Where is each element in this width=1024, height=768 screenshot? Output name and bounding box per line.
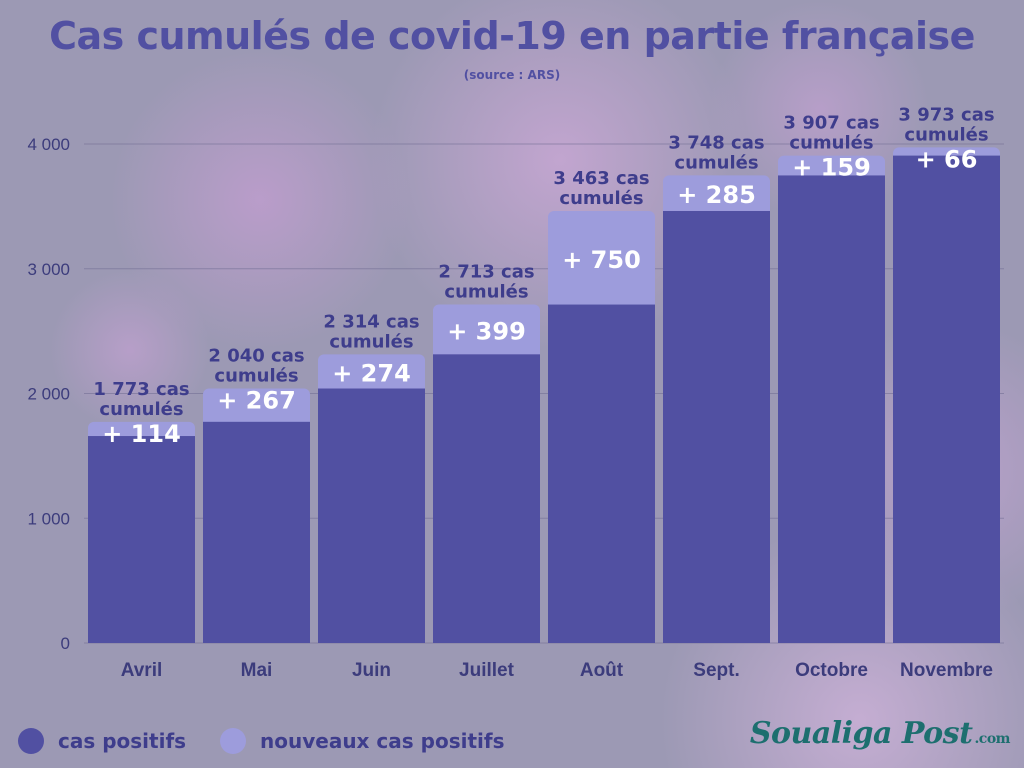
total-label: 2 713 cas cumulés (438, 262, 534, 303)
x-tick-label: Sept. (693, 660, 739, 681)
total-label: 3 463 cas cumulés (553, 168, 649, 209)
total-label: 1 773 cas cumulés (93, 379, 189, 420)
bar-positive-cases (778, 175, 885, 643)
legend-item-new: nouveaux cas positifs (220, 728, 504, 754)
x-tick-label: Juin (352, 660, 391, 681)
total-label: 2 314 cas cumulés (323, 311, 419, 352)
brand-suffix: .com (974, 731, 1010, 747)
x-tick-label: Avril (121, 660, 163, 681)
bar-positive-cases (548, 304, 655, 643)
legend-label-positive: cas positifs (58, 729, 187, 753)
chart-title: Cas cumulés de covid-19 en partie frança… (49, 14, 975, 58)
x-tick-label: Novembre (900, 660, 993, 681)
brand-logo: Soualiga Post .com (749, 716, 1011, 751)
bars-layer (88, 147, 1000, 643)
increment-label: + 399 (447, 317, 526, 345)
total-label: 3 748 cas cumulés (668, 132, 764, 173)
total-label: 3 907 cas cumulés (783, 113, 879, 154)
total-label: 2 040 cas cumulés (208, 346, 304, 387)
x-tick-label: Juillet (459, 660, 515, 681)
y-tick-label: 3 000 (27, 260, 70, 279)
chart-subtitle: (source : ARS) (463, 68, 561, 82)
bar-positive-cases (203, 421, 310, 643)
bar-positive-cases (893, 155, 1000, 643)
y-tick-label: 1 000 (27, 509, 70, 528)
brand-name: Soualiga Post (749, 716, 973, 751)
legend-label-new: nouveaux cas positifs (260, 729, 505, 753)
increment-label: + 114 (102, 420, 181, 448)
y-tick-label: 0 (61, 634, 70, 653)
legend-swatch-new (220, 728, 246, 754)
x-tick-label: Octobre (795, 660, 868, 681)
increment-label: + 274 (332, 359, 411, 387)
increment-label: + 285 (677, 181, 756, 209)
y-tick-label: 4 000 (27, 135, 70, 154)
bar-positive-cases (318, 388, 425, 643)
y-tick-label: 2 000 (27, 385, 70, 404)
bar-positive-cases (433, 354, 540, 643)
legend-item-positive: cas positifs (18, 728, 186, 754)
increment-label: + 159 (792, 154, 871, 182)
increment-label: + 267 (217, 387, 296, 415)
increment-label: + 66 (916, 145, 978, 173)
bar-positive-cases (88, 436, 195, 643)
legend-swatch-positive (18, 728, 44, 754)
x-tick-label: Mai (241, 660, 273, 681)
increment-label: + 750 (562, 246, 641, 274)
x-tick-label: Août (580, 660, 624, 681)
total-label: 3 973 cas cumulés (898, 104, 994, 145)
bar-positive-cases (663, 210, 770, 643)
